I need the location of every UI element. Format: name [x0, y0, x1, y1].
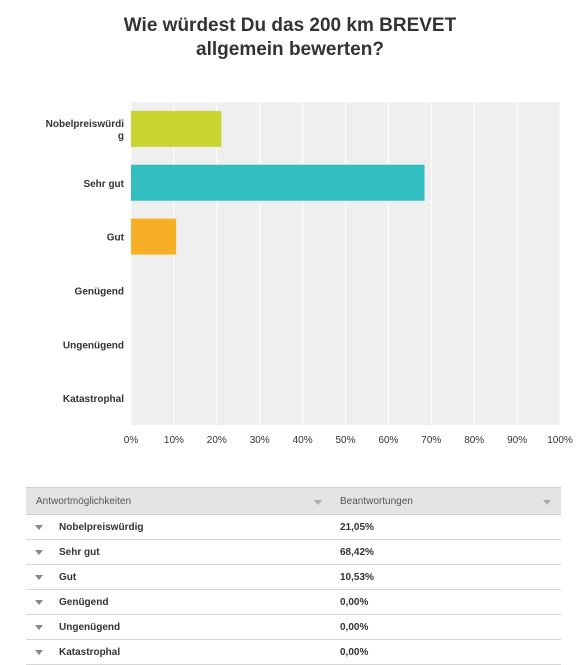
- expand-arrow-icon[interactable]: [35, 574, 43, 580]
- row-value: 21,05%: [340, 521, 374, 533]
- row-value: 0,00%: [340, 596, 369, 608]
- table-row: Genügend 0,00%: [26, 590, 561, 615]
- header-responses[interactable]: Beantwortungen: [330, 496, 561, 507]
- table-row: Ungenügend 0,00%: [26, 615, 561, 640]
- x-tick-label: 70%: [421, 435, 441, 446]
- x-tick-label: 80%: [464, 435, 484, 446]
- row-value: 10,53%: [340, 571, 374, 583]
- bar: [131, 164, 425, 201]
- category-label: Sehr gut: [83, 179, 124, 190]
- x-tick-label: 40%: [293, 435, 313, 446]
- table-row: Nobelpreiswürdig 21,05%: [26, 515, 561, 540]
- x-tick-label: 0%: [124, 435, 139, 446]
- x-tick-label: 30%: [250, 435, 270, 446]
- table-row: Katastrophal 0,00%: [26, 640, 561, 665]
- row-label: Nobelpreiswürdig: [59, 521, 144, 533]
- x-tick-label: 50%: [335, 435, 355, 446]
- category-label: Katastrophal: [63, 394, 124, 405]
- sort-arrow-icon[interactable]: [543, 499, 551, 505]
- category-label: Genügend: [75, 286, 124, 297]
- expand-arrow-icon[interactable]: [35, 549, 43, 555]
- responses-table: Antwortmöglichkeiten Beantwortungen Nobe…: [26, 487, 561, 665]
- row-label: Gut: [59, 571, 77, 583]
- expand-arrow-icon[interactable]: [35, 649, 43, 655]
- row-value: 0,00%: [340, 621, 369, 633]
- expand-arrow-icon[interactable]: [35, 624, 43, 630]
- bar-chart: 0% 10% 20% 30% 40% 50% 60% 70% 80% 90% 100% Nobelpr…: [46, 102, 573, 446]
- x-tick-label: 20%: [207, 435, 227, 446]
- expand-arrow-icon[interactable]: [35, 599, 43, 605]
- x-tick-label: 10%: [164, 435, 184, 446]
- category-label: Gut: [107, 233, 125, 244]
- header-responses-label: Beantwortungen: [340, 495, 413, 507]
- chart-title-line-2: allgemein bewerten?: [196, 39, 384, 60]
- bar: [131, 110, 222, 147]
- row-label: Ungenügend: [59, 621, 121, 633]
- category-label: Nobelpreiswürdi g: [46, 119, 125, 142]
- x-tick-label: 90%: [507, 435, 527, 446]
- sort-arrow-icon[interactable]: [314, 499, 322, 505]
- chart-title-line-1: Wie würdest Du das 200 km BREVET: [123, 15, 457, 36]
- row-value: 0,00%: [340, 646, 369, 658]
- category-label: Ungenügend: [63, 340, 124, 351]
- bar: [131, 218, 177, 255]
- table-header: Antwortmöglichkeiten Beantwortungen: [26, 487, 561, 515]
- header-answer-options[interactable]: Antwortmöglichkeiten: [26, 496, 330, 507]
- header-answer-options-label: Antwortmöglichkeiten: [36, 495, 132, 507]
- expand-arrow-icon[interactable]: [35, 524, 43, 530]
- row-label: Sehr gut: [59, 546, 100, 558]
- row-value: 68,42%: [340, 546, 374, 558]
- x-tick-label: 60%: [378, 435, 398, 446]
- chart-title: Wie würdest Du das 200 km BREVET allgeme…: [0, 14, 580, 62]
- x-tick-label: 100%: [547, 435, 573, 446]
- table-row: Gut 10,53%: [26, 565, 561, 590]
- row-label: Katastrophal: [59, 646, 121, 658]
- table-row: Sehr gut 68,42%: [26, 540, 561, 565]
- row-label: Genügend: [59, 596, 109, 608]
